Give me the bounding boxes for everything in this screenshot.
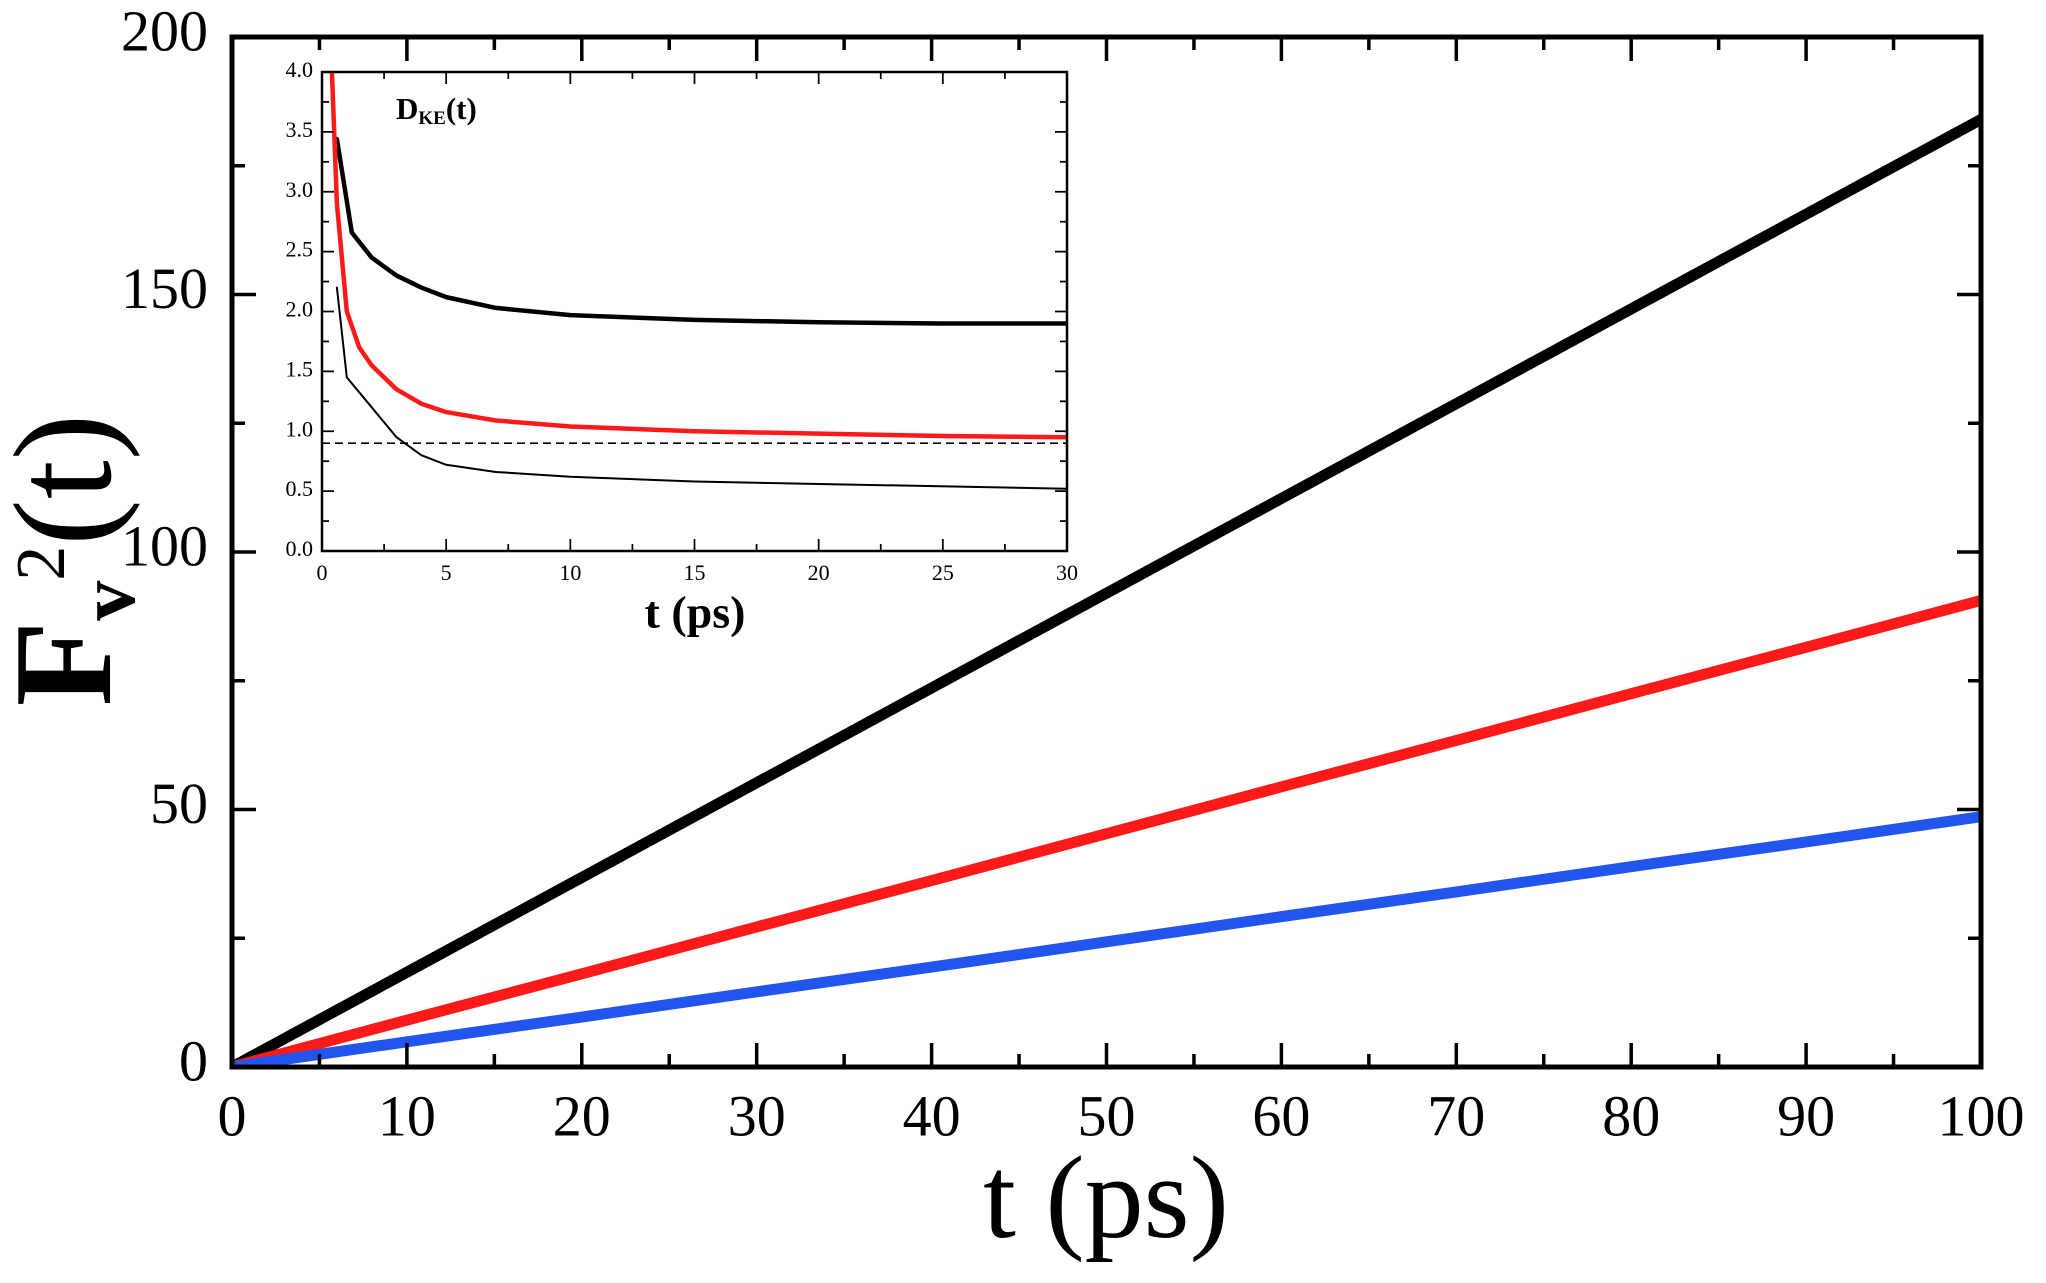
x-tick-label: 15 (684, 560, 706, 585)
y-tick-label: 2.5 (286, 237, 314, 262)
y-tick-label: 50 (150, 771, 208, 836)
inset-background (322, 72, 1067, 551)
x-tick-label: 90 (1777, 1083, 1835, 1148)
y-tick-label: 1.5 (286, 356, 314, 381)
y-label-sub: v (64, 581, 152, 621)
y-tick-label: 100 (121, 513, 208, 578)
x-tick-label: 20 (553, 1083, 611, 1148)
inset-plot: 0 5 10 15 20 25 30 0.0 0.5 1.0 1.5 2.0 2.5 3.0 3.5 4.0 t… (286, 57, 1079, 638)
x-tick-label: 0 (317, 560, 328, 585)
y-tick-label: 1.0 (286, 416, 314, 441)
series-line (334, 136, 1067, 326)
x-tick-label: 100 (1938, 1083, 2025, 1148)
x-tick-label: 30 (1056, 560, 1078, 585)
title-main: D (396, 91, 418, 126)
y-tick-label: 200 (121, 0, 208, 63)
x-axis-label: t (ps) (983, 1132, 1229, 1263)
x-tick-label: 20 (808, 560, 830, 585)
x-tick-label: 0 (218, 1083, 247, 1148)
y-tick-label: 3.0 (286, 177, 314, 202)
x-tick-label: 30 (728, 1083, 786, 1148)
y-tick-label: 150 (121, 256, 208, 321)
x-tick-label: 10 (378, 1083, 436, 1148)
y-tick-label: 2.0 (286, 297, 314, 322)
series-line (232, 113, 1981, 1067)
y-label-tail: (t) (0, 414, 141, 546)
y-label-sup: 2 (3, 546, 80, 581)
x-tick-label: 70 (1427, 1083, 1485, 1148)
y-tick-label: 4.0 (286, 57, 314, 82)
y-axis-label: Fv2(t) (0, 414, 152, 707)
y-tick-label: 0 (179, 1028, 208, 1093)
title-sub: KE (418, 108, 445, 129)
x-tick-label: 60 (1252, 1083, 1310, 1148)
y-tick-label: 0.0 (286, 536, 314, 561)
title-tail: (t) (446, 91, 477, 126)
inset-title: DKE(t) (396, 91, 477, 129)
x-tick-label: 80 (1602, 1083, 1660, 1148)
y-label-main: F (0, 621, 141, 707)
x-tick-label: 25 (932, 560, 954, 585)
series-line (329, 72, 1067, 440)
x-tick-label: 50 (1078, 1083, 1136, 1148)
x-axis-label: t (ps) (645, 587, 746, 638)
y-tick-label: 3.5 (286, 117, 314, 142)
series-line (335, 286, 1067, 490)
x-tick-label: 5 (441, 560, 452, 585)
x-tick-label: 40 (903, 1083, 961, 1148)
x-tick-label: 10 (559, 560, 581, 585)
series-line (232, 594, 1981, 1067)
y-tick-label: 0.5 (286, 476, 314, 501)
series-line (232, 811, 1981, 1067)
